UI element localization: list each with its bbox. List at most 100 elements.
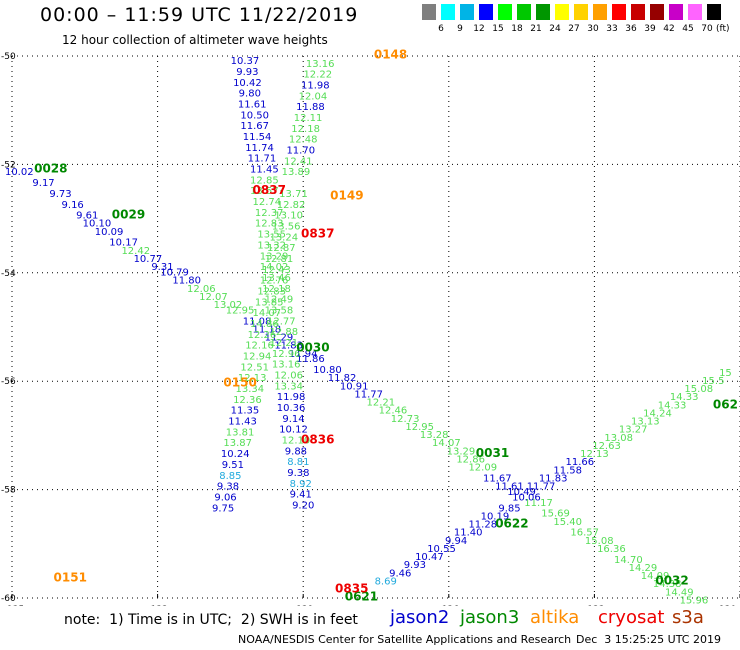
- swh-value: 9.41: [290, 490, 312, 501]
- swh-value: 9.17: [32, 178, 54, 189]
- wave-height-map: -135 -132 -129 -126 -123 -120 -50 -52 -54 -56 -58 -…: [1, 48, 740, 606]
- swh-value: 10.09: [95, 227, 124, 238]
- legend-note: note: 1) Time is in UTC; 2) SWH is in fe…: [64, 612, 358, 628]
- swh-value: 16.57: [570, 528, 599, 539]
- swh-value: 9.20: [292, 501, 314, 512]
- scale-label: 27: [568, 24, 580, 34]
- swh-value: 12.36: [233, 395, 262, 406]
- scale-label: 30: [587, 24, 599, 34]
- swh-value: 11.28: [468, 520, 497, 531]
- swh-value: 11.18: [252, 324, 281, 335]
- swh-value: 10.47: [415, 552, 444, 563]
- swh-value: 12.07: [199, 292, 228, 303]
- lat-tick-label: -50: [1, 52, 16, 62]
- swh-value: 9.14: [282, 414, 304, 425]
- swh-value: 11.94: [289, 349, 318, 360]
- legend-satellite: jason2: [390, 607, 450, 628]
- swh-value: 11.29: [265, 333, 294, 344]
- swh-value: 11.77: [527, 482, 556, 493]
- swh-value: 9.61: [76, 211, 98, 222]
- swh-value: 13.29: [447, 446, 476, 457]
- legend-satellite: cryosat: [598, 607, 665, 628]
- footer-credit: NOAA/NESDIS Center for Satellite Applica…: [238, 633, 572, 646]
- swh-value: 12.09: [468, 463, 497, 474]
- swh-value: 12.18: [262, 284, 291, 295]
- lat-tick-label: -54: [1, 269, 16, 279]
- swh-value: 10.17: [109, 238, 138, 249]
- swh-value: 11.86: [296, 354, 325, 365]
- lon-tick-label: -135: [4, 605, 24, 606]
- scale-swatch: [498, 4, 512, 20]
- swh-value: 9.38: [287, 468, 309, 479]
- wave-height-values: 10.029.179.739.169.6110.1010.0910.1712.4…: [5, 56, 732, 606]
- swh-value: 9.93: [236, 67, 258, 78]
- swh-value: 9.75: [212, 503, 234, 514]
- footer-timestamp: Dec 3 15:25:25 UTC 2019: [576, 633, 721, 646]
- swh-value: 9.31: [151, 262, 173, 273]
- swh-value: 13.16: [306, 59, 335, 70]
- swh-value: 10.37: [231, 56, 260, 67]
- swh-value: 12.46: [379, 406, 408, 417]
- swh-value: 9.16: [62, 200, 84, 211]
- swh-value: 14.24: [643, 408, 672, 419]
- swh-value: 8.69: [375, 576, 397, 587]
- scale-label: 33: [606, 24, 618, 34]
- swh-value: 12.77: [267, 316, 296, 327]
- swh-value: 13.02: [214, 300, 243, 311]
- page-subtitle: 12 hour collection of altimeter wave hei…: [62, 33, 328, 47]
- swh-value: 10.19: [481, 511, 510, 522]
- pass-number: 0032: [655, 573, 688, 587]
- swh-value: 13.28: [420, 430, 449, 441]
- swh-value: 12.21: [269, 338, 298, 349]
- scale-swatch: [593, 4, 607, 20]
- swh-value: 12.16: [245, 341, 274, 352]
- swh-value: 11.66: [566, 457, 595, 468]
- swh-value: 14.33: [670, 392, 699, 403]
- pass-number: 0837: [253, 183, 286, 197]
- legend-satellite: jason3: [460, 607, 520, 628]
- scale-label: 39: [644, 24, 656, 34]
- swh-value: 12.43: [262, 265, 291, 276]
- pass-number: 0621: [345, 590, 378, 604]
- swh-value: 14.49: [665, 587, 694, 598]
- swh-value: 9.38: [217, 482, 239, 493]
- swh-value: 11.61: [495, 482, 524, 493]
- scale-swatch: [479, 4, 493, 20]
- swh-value: 11.70: [286, 146, 315, 157]
- swh-value: 11.82: [328, 373, 357, 384]
- pass-number: 0835: [335, 582, 368, 596]
- scale-swatch: [688, 4, 702, 20]
- swh-value: 11.35: [231, 406, 260, 417]
- swh-value: 13.08: [604, 433, 633, 444]
- swh-value: 11.77: [354, 389, 383, 400]
- pass-number: 0031: [476, 446, 509, 460]
- lat-tick-label: -56: [1, 377, 16, 387]
- swh-value: 13.32: [257, 240, 286, 251]
- swh-value: 12.37: [255, 208, 284, 219]
- swh-value: 12.18: [291, 124, 320, 135]
- swh-value: 15.08: [585, 536, 614, 547]
- swh-value: 12.48: [289, 135, 318, 146]
- swh-value: 9.06: [214, 492, 236, 503]
- swh-value: 10.55: [427, 544, 456, 555]
- pass-number: 0028: [34, 162, 67, 176]
- swh-value: 10.91: [340, 381, 369, 392]
- swh-value: 11.98: [277, 392, 306, 403]
- swh-value: 10.42: [233, 78, 262, 89]
- pass-number: 0622: [495, 517, 528, 531]
- swh-value: 12.73: [391, 414, 420, 425]
- swh-value: 11.98: [301, 81, 330, 92]
- swh-value: 14.07: [432, 438, 461, 449]
- swh-value: 12.86: [456, 455, 485, 466]
- scale-unit: (ft): [716, 24, 730, 34]
- swh-value: 11.67: [483, 473, 512, 484]
- swh-value: 10.02: [5, 167, 34, 178]
- scale-label: 6: [438, 24, 444, 34]
- lat-tick-label: -58: [1, 486, 16, 496]
- swh-value: 14.02: [260, 262, 289, 273]
- swh-value: 12.10: [282, 436, 311, 447]
- swh-value: 11.80: [172, 276, 201, 287]
- swh-value: 14.38: [653, 579, 682, 590]
- swh-value: 13.57: [250, 186, 279, 197]
- swh-value: 12.88: [269, 327, 298, 338]
